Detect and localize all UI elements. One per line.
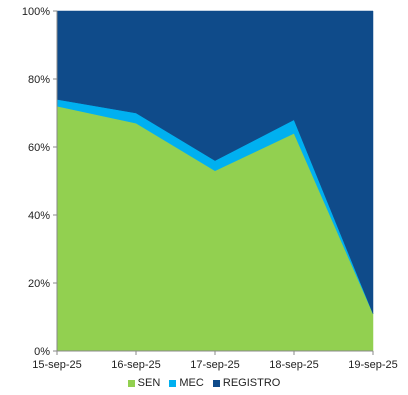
legend-item-mec: MEC [169, 377, 204, 389]
legend: SEN MEC REGISTRO [0, 377, 408, 390]
legend-swatch-registro [212, 379, 220, 387]
legend-label-mec: MEC [179, 377, 204, 389]
area-registro [56, 10, 374, 314]
x-axis-ticks: 15-sep-25 16-sep-25 17-sep-25 18-sep-25 19-s… [32, 351, 398, 371]
x-tick-label: 15-sep-25 [32, 359, 82, 371]
x-tick-label: 17-sep-25 [190, 359, 240, 371]
legend-item-sen: SEN [127, 377, 161, 389]
x-tick-label: 18-sep-25 [269, 359, 319, 371]
legend-swatch-mec [169, 379, 177, 387]
x-tick-label: 16-sep-25 [111, 359, 161, 371]
y-tick-label: 60% [28, 142, 50, 154]
legend-item-registro: REGISTRO [212, 377, 281, 389]
y-tick-label: 40% [28, 210, 50, 222]
legend-swatch-sen [127, 379, 135, 387]
y-axis-ticks: 0% 20% 40% 60% 80% 100% [22, 6, 57, 358]
x-tick-label: 19-sep-25 [348, 359, 398, 371]
area-layer [56, 10, 374, 352]
legend-label-registro: REGISTRO [222, 377, 281, 389]
legend-label-sen: SEN [137, 377, 161, 389]
y-tick-label: 0% [34, 346, 50, 358]
y-tick-label: 20% [28, 278, 50, 290]
y-tick-label: 80% [28, 74, 50, 86]
y-tick-label: 100% [22, 6, 50, 18]
